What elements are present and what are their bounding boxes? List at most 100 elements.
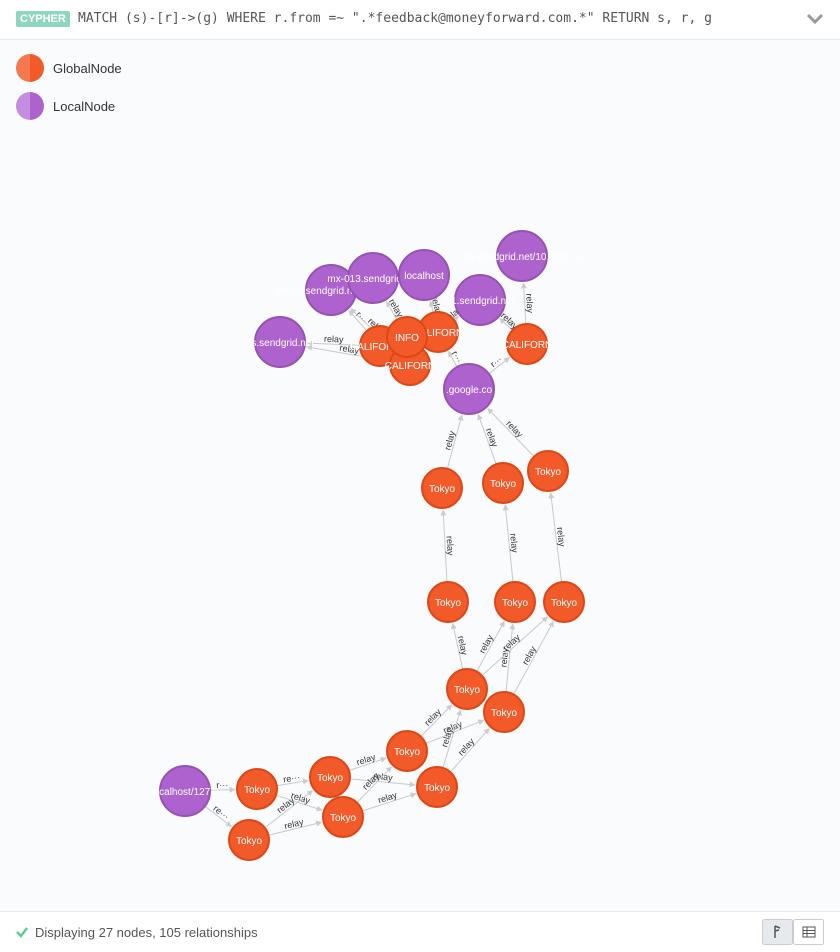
relationship bbox=[386, 300, 398, 320]
node-caption: CALIFORN bbox=[385, 361, 436, 372]
relationship bbox=[481, 616, 549, 677]
relationship bbox=[209, 786, 236, 793]
node[interactable] bbox=[416, 766, 458, 808]
node[interactable] bbox=[309, 756, 351, 798]
legend-item[interactable]: LocalNode bbox=[16, 92, 115, 120]
relationship-label: relay bbox=[555, 527, 567, 548]
node[interactable] bbox=[454, 274, 506, 326]
node-caption: Tokyo bbox=[424, 783, 451, 794]
relationship bbox=[520, 282, 527, 325]
legend-label: LocalNode bbox=[53, 98, 116, 114]
relationship-label: relay bbox=[456, 635, 470, 657]
status-bar: Displaying 27 nodes, 105 relationships bbox=[0, 911, 840, 952]
node-caption: Tokyo bbox=[236, 836, 263, 847]
node[interactable] bbox=[236, 768, 278, 810]
relationship-label: relay bbox=[524, 293, 535, 314]
node-caption: Tokyo bbox=[394, 747, 421, 758]
relationship-label: r··· bbox=[450, 349, 465, 364]
node[interactable] bbox=[159, 765, 211, 817]
relationship-label: relay bbox=[498, 647, 510, 668]
node-caption: Tokyo bbox=[317, 773, 344, 784]
relationship bbox=[275, 794, 323, 812]
relationship-label: r··· bbox=[216, 780, 228, 790]
relationship bbox=[450, 622, 464, 670]
node[interactable] bbox=[446, 668, 488, 710]
node-caption: CALIFORN bbox=[413, 328, 464, 339]
node-caption: o1.sendgrid.net bbox=[446, 296, 515, 307]
node-caption: Tokyo bbox=[551, 598, 578, 609]
node[interactable] bbox=[228, 819, 270, 861]
relationship bbox=[268, 820, 323, 836]
query-bar: CYPHER MATCH (s)-[r]->(g) WHERE r.from =… bbox=[0, 0, 840, 40]
node[interactable] bbox=[494, 581, 536, 623]
node-caption: CALIFORN bbox=[502, 340, 553, 351]
legend-label: GlobalNode bbox=[53, 60, 122, 76]
node[interactable] bbox=[543, 581, 585, 623]
node-caption: Tokyo bbox=[435, 598, 462, 609]
relationship bbox=[448, 350, 458, 368]
node[interactable] bbox=[483, 691, 525, 733]
node[interactable] bbox=[506, 323, 548, 365]
relationship bbox=[349, 778, 416, 788]
node[interactable] bbox=[322, 796, 364, 838]
status-text: Displaying 27 nodes, 105 relationships bbox=[35, 925, 258, 940]
node[interactable] bbox=[427, 581, 469, 623]
relationship bbox=[440, 509, 448, 583]
relationship bbox=[502, 504, 514, 583]
legend-item[interactable]: GlobalNode bbox=[16, 54, 122, 82]
relationship bbox=[449, 727, 490, 773]
node-caption: Tokyo bbox=[535, 467, 562, 478]
node-caption: Tokyo bbox=[244, 785, 271, 796]
relationship-label: relay bbox=[283, 817, 305, 831]
view-toggle[interactable] bbox=[762, 919, 826, 945]
relationship bbox=[487, 408, 535, 457]
node[interactable] bbox=[421, 467, 463, 509]
node[interactable] bbox=[398, 249, 450, 301]
node-caption: CALIFORNIA bbox=[350, 342, 410, 353]
query-text[interactable]: MATCH (s)-[r]->(g) WHERE r.from =~ ".*fe… bbox=[78, 11, 712, 26]
relationship bbox=[204, 805, 233, 828]
relationship bbox=[513, 620, 554, 695]
relationship-label: relay bbox=[387, 297, 406, 319]
relationship bbox=[548, 492, 563, 583]
cypher-badge: CYPHER bbox=[16, 11, 70, 27]
relationship bbox=[499, 318, 513, 331]
node[interactable] bbox=[482, 462, 524, 504]
node-caption: .google.co bbox=[446, 385, 493, 396]
node[interactable] bbox=[496, 230, 548, 282]
node-caption: localhost/127.0 bbox=[151, 787, 219, 798]
node[interactable] bbox=[254, 316, 306, 368]
node[interactable] bbox=[347, 252, 399, 304]
node[interactable] bbox=[443, 363, 495, 415]
node[interactable] bbox=[527, 450, 569, 492]
node-caption: INFO bbox=[395, 333, 419, 344]
relationship bbox=[420, 704, 453, 737]
relationship-label: relay bbox=[373, 771, 394, 783]
relationship-label: r··· bbox=[488, 354, 504, 369]
node-caption: mx.sendgrid.net/10.42.0.16 bbox=[461, 252, 583, 263]
node[interactable] bbox=[386, 316, 428, 358]
relationship bbox=[446, 414, 464, 469]
relationship-label: relay bbox=[520, 644, 538, 666]
relationship bbox=[361, 792, 417, 812]
node-caption: Tokyo bbox=[490, 479, 517, 490]
node-caption: mx-013.sendgrid.net bbox=[327, 274, 418, 285]
relationship bbox=[477, 413, 497, 465]
relationship-label: re··· bbox=[283, 772, 301, 785]
node-caption: Tokyo bbox=[330, 813, 357, 824]
relationship bbox=[348, 756, 387, 772]
relationship-label: relay bbox=[477, 633, 495, 655]
node-caption: Tokyo bbox=[502, 598, 529, 609]
relationship bbox=[356, 766, 393, 803]
check-icon bbox=[16, 927, 28, 938]
collapse-toggle[interactable] bbox=[806, 12, 824, 26]
relationship bbox=[306, 340, 361, 347]
relationship-label: relay bbox=[445, 536, 456, 557]
node-caption: localhost bbox=[404, 271, 444, 282]
node-caption: Tokyo bbox=[429, 484, 456, 495]
relationship bbox=[488, 357, 511, 375]
relationship-label: relay bbox=[339, 343, 360, 356]
node-caption: ismtpd.sendgrid.net/10.42 bbox=[273, 286, 389, 297]
relationship bbox=[442, 709, 462, 769]
node[interactable] bbox=[386, 730, 428, 772]
